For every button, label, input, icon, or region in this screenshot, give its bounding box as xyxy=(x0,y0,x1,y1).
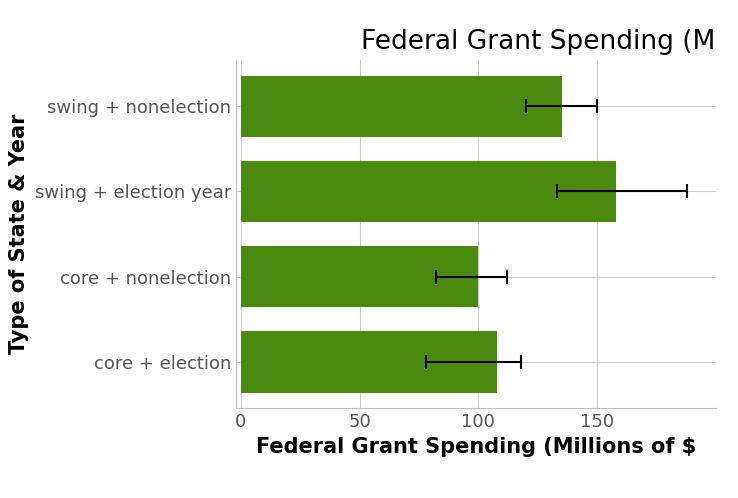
X-axis label: Federal Grant Spending (Millions of $: Federal Grant Spending (Millions of $ xyxy=(256,437,696,457)
Bar xyxy=(241,76,562,137)
Y-axis label: Type of State & Year: Type of State & Year xyxy=(10,114,30,354)
Bar xyxy=(241,246,478,307)
Bar xyxy=(241,331,497,392)
Bar xyxy=(241,161,616,222)
Text: Federal Grant Spending (M: Federal Grant Spending (M xyxy=(362,29,716,55)
